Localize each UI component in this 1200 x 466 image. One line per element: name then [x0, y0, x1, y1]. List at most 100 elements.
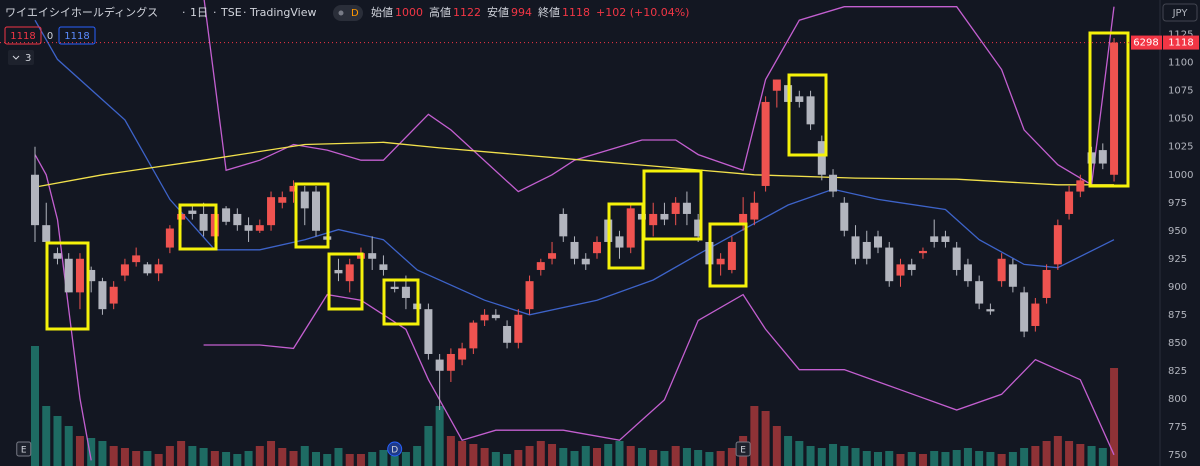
candle-body	[278, 197, 287, 203]
candle-body	[401, 286, 410, 298]
volume-bar	[896, 454, 905, 466]
volume-bar	[289, 451, 298, 466]
volume-bar	[907, 452, 916, 466]
volume-bar	[649, 450, 658, 466]
volume-bar	[1110, 368, 1119, 466]
y-tick-label: 1100	[1168, 58, 1193, 69]
volume-bar	[986, 452, 995, 466]
event-marker[interactable]: E	[740, 446, 746, 456]
indicator-value: 0	[47, 31, 53, 42]
volume-bar	[548, 444, 557, 466]
volume-bar	[312, 452, 320, 466]
y-tick-label: 1075	[1168, 86, 1193, 97]
highlight-box	[382, 278, 420, 326]
y-tick-label: 850	[1168, 338, 1187, 349]
badge-dot	[338, 10, 344, 16]
candle-body	[593, 241, 601, 254]
candle-body	[896, 264, 905, 276]
volume-bar	[503, 454, 512, 466]
volume-bar	[345, 454, 354, 466]
candle-body	[918, 250, 927, 254]
candle-body	[143, 264, 152, 274]
volume-bar	[840, 446, 849, 466]
volume-bar	[1031, 446, 1040, 466]
candle-body	[817, 141, 826, 175]
volume-bar	[829, 444, 838, 466]
volume-bar	[75, 436, 84, 466]
volume-bar	[1020, 448, 1029, 466]
candle-body	[795, 96, 804, 102]
candle-body	[1076, 180, 1085, 192]
volume-bar	[874, 452, 882, 466]
collapsed-count[interactable]: 3	[25, 53, 31, 64]
price-tag: 1118	[1168, 38, 1193, 49]
candle-body	[31, 174, 39, 226]
candle-body	[154, 264, 163, 274]
event-marker[interactable]: D	[391, 446, 398, 456]
source: TradingView	[249, 6, 316, 19]
volume-bar	[952, 450, 961, 466]
candle-body	[1008, 264, 1017, 287]
volume-bar	[368, 452, 377, 466]
candle-body	[480, 314, 489, 321]
candle-body	[963, 264, 972, 282]
event-marker[interactable]: E	[21, 446, 27, 456]
candle-body	[368, 253, 377, 259]
volume-bar	[244, 451, 253, 466]
candle-body	[87, 269, 96, 282]
volume-bar	[356, 454, 365, 466]
volume-bar	[210, 451, 219, 466]
candle-body	[626, 208, 635, 248]
y-tick-label: 1000	[1168, 170, 1193, 181]
volume-bar	[31, 346, 39, 466]
volume-bar	[199, 448, 208, 466]
candle-body	[1053, 225, 1062, 265]
indicator-value: 1118	[64, 31, 89, 42]
collapse-button[interactable]	[8, 50, 34, 65]
currency-label[interactable]: JPY	[1172, 8, 1189, 19]
volume-bar	[413, 446, 422, 466]
candle-body	[469, 322, 478, 349]
candle-body	[806, 96, 815, 125]
volume-bar	[817, 448, 826, 466]
currency-button[interactable]	[1162, 3, 1198, 22]
volume-bar	[716, 451, 725, 466]
highlight-box	[327, 252, 364, 311]
badge: D	[351, 8, 359, 19]
volume-bar	[233, 454, 242, 466]
volume-bar	[525, 446, 534, 466]
volume-bar	[165, 446, 174, 466]
y-tick-label: 775	[1168, 422, 1187, 433]
candle-body	[458, 348, 467, 360]
candle-body	[874, 236, 882, 248]
volume-bar	[379, 450, 388, 466]
candle-body	[952, 247, 961, 270]
volume-bar	[424, 426, 433, 466]
volume-bar	[963, 448, 972, 466]
event-marker-bg	[16, 441, 32, 457]
candle-body	[491, 314, 500, 319]
candle-body	[694, 219, 703, 237]
highlight-box	[45, 241, 90, 331]
price-tag-bg	[1163, 35, 1199, 50]
volume-bar	[682, 448, 691, 466]
volume-bar	[154, 454, 163, 466]
candle-body	[1020, 292, 1029, 332]
ohlc-legend: 始値 1000 高値 1122 安値 994 終値 1118 +102 (+10.04%)	[371, 5, 689, 19]
candle-body	[1031, 303, 1040, 326]
candle-body	[345, 264, 354, 282]
volume-bar	[918, 454, 927, 466]
candle-body	[424, 309, 433, 354]
volume-bar	[671, 446, 680, 466]
volume-bar	[727, 448, 736, 466]
highlight-box	[294, 182, 330, 249]
highlight-boxes	[45, 31, 1130, 331]
volume-bar	[87, 438, 96, 466]
indicator-line	[203, 0, 1115, 193]
indicator-line	[34, 141, 1114, 188]
volume-bar	[1065, 441, 1074, 466]
candle-body	[334, 269, 343, 274]
volume-bar	[536, 441, 545, 466]
volume-bar	[975, 451, 984, 466]
